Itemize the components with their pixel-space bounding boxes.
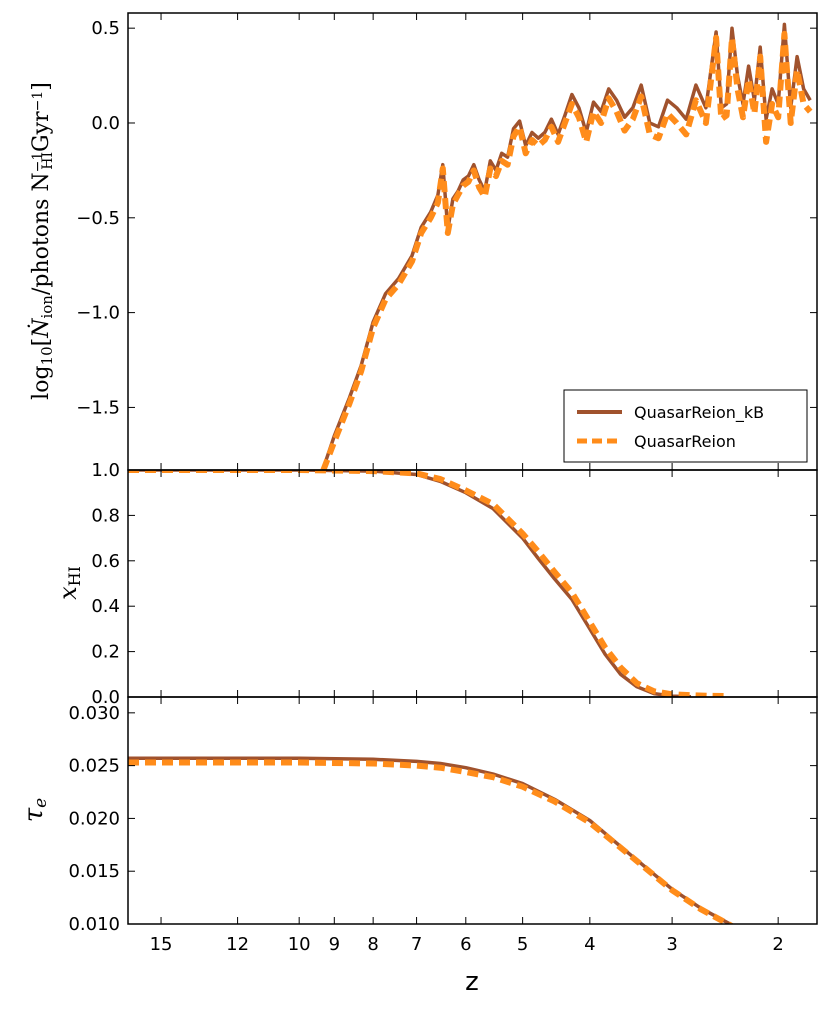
x-axis-label: z — [465, 967, 479, 997]
ylabel-ndot: Ṅ — [27, 318, 54, 339]
ytick-label-p1: 0.2 — [91, 642, 120, 663]
xtick-label: 8 — [367, 934, 378, 955]
ylabel-gyr-sup: −1 — [30, 91, 46, 112]
panel-ionizing-rate: −1.5−1.0−0.50.00.5 log10[Ṅion/photons N−… — [27, 13, 817, 470]
legend: QuasarReion_kB QuasarReion — [563, 389, 808, 463]
ylabel-log-sub: 10 — [38, 346, 56, 365]
ytick-label-p0: −0.5 — [76, 208, 120, 229]
ytick-label-p2: 0.025 — [68, 756, 120, 777]
ylabel-n-sub: HI — [40, 152, 56, 170]
ylabel-gyr: Gyr — [29, 111, 54, 152]
ytick-label-p2: 0.010 — [68, 914, 120, 935]
ylabel-tau: τ — [19, 807, 49, 822]
xtick-label: 4 — [584, 934, 595, 955]
series-line-quasarreion-p0 — [320, 30, 813, 470]
ylabel-ndot-sub: ion — [38, 295, 56, 319]
frame-panel1 — [127, 469, 818, 698]
panel-neutral-fraction: 0.0 0.2 0.4 0.6 0.8 1.0 xHI — [54, 460, 817, 708]
ylabel-n-sup: −1 — [30, 152, 46, 173]
legend-frame — [563, 389, 808, 463]
ylabel-tau-sub: e — [31, 798, 51, 808]
ylabel-mid: /photons N — [29, 172, 54, 295]
xtick-label: 2 — [772, 934, 783, 955]
legend-label-kB: QuasarReion_kB — [634, 403, 764, 423]
xtick-label: 7 — [411, 934, 422, 955]
ylabel-x: x — [54, 586, 82, 600]
ylabel-close: ] — [29, 82, 54, 91]
ytick-label-p1: 0.4 — [91, 596, 120, 617]
ytick-label-p0: −1.5 — [76, 397, 120, 418]
ytick-label-p0: 0.5 — [91, 18, 120, 39]
ytick-label-p0: −1.0 — [76, 303, 120, 324]
frame-panel2 — [127, 696, 818, 925]
legend-label-quasar: QuasarReion — [634, 432, 736, 451]
panel2-ylabel: τe — [19, 798, 51, 822]
panel1-ylabel: xHI — [54, 566, 84, 600]
ytick-label-p1: 0.8 — [91, 505, 120, 526]
xtick-label: 10 — [288, 934, 311, 955]
series-line-quasarreion-p1 — [128, 470, 727, 697]
xtick-label: 9 — [329, 934, 340, 955]
xtick-label: 3 — [666, 934, 677, 955]
ytick-label-p2: 0.020 — [68, 808, 120, 829]
xtick-label: 15 — [150, 934, 173, 955]
ytick-label-p2: 0.030 — [68, 703, 120, 724]
panel0-ylabel: log10[Ṅion/photons N−1HIGyr−1] — [27, 82, 56, 400]
ylabel-log: log — [29, 365, 54, 399]
ytick-label-p2: 0.015 — [68, 861, 120, 882]
series-line-quasarreion-kb-p1 — [128, 470, 692, 697]
series-line-quasarreion-kb-p2 — [128, 756, 733, 924]
series-line-quasarreion-p2 — [128, 759, 734, 924]
ytick-label-p1: 1.0 — [91, 460, 120, 481]
xtick-label: 5 — [517, 934, 528, 955]
xtick-label: 12 — [226, 934, 249, 955]
panel-optical-depth: 0.010 0.015 0.020 0.025 0.030 τe 15 12 10 9 8 7 6 5… — [19, 697, 817, 997]
ylabel-open: [ — [29, 338, 54, 347]
ylabel-x-sub: HI — [65, 566, 84, 586]
ytick-label-p1: 0.0 — [91, 687, 120, 708]
ytick-label-p0: 0.0 — [91, 113, 120, 134]
xtick-label: 6 — [460, 934, 471, 955]
axes-frames — [127, 12, 818, 925]
ytick-label-p1: 0.6 — [91, 551, 120, 572]
